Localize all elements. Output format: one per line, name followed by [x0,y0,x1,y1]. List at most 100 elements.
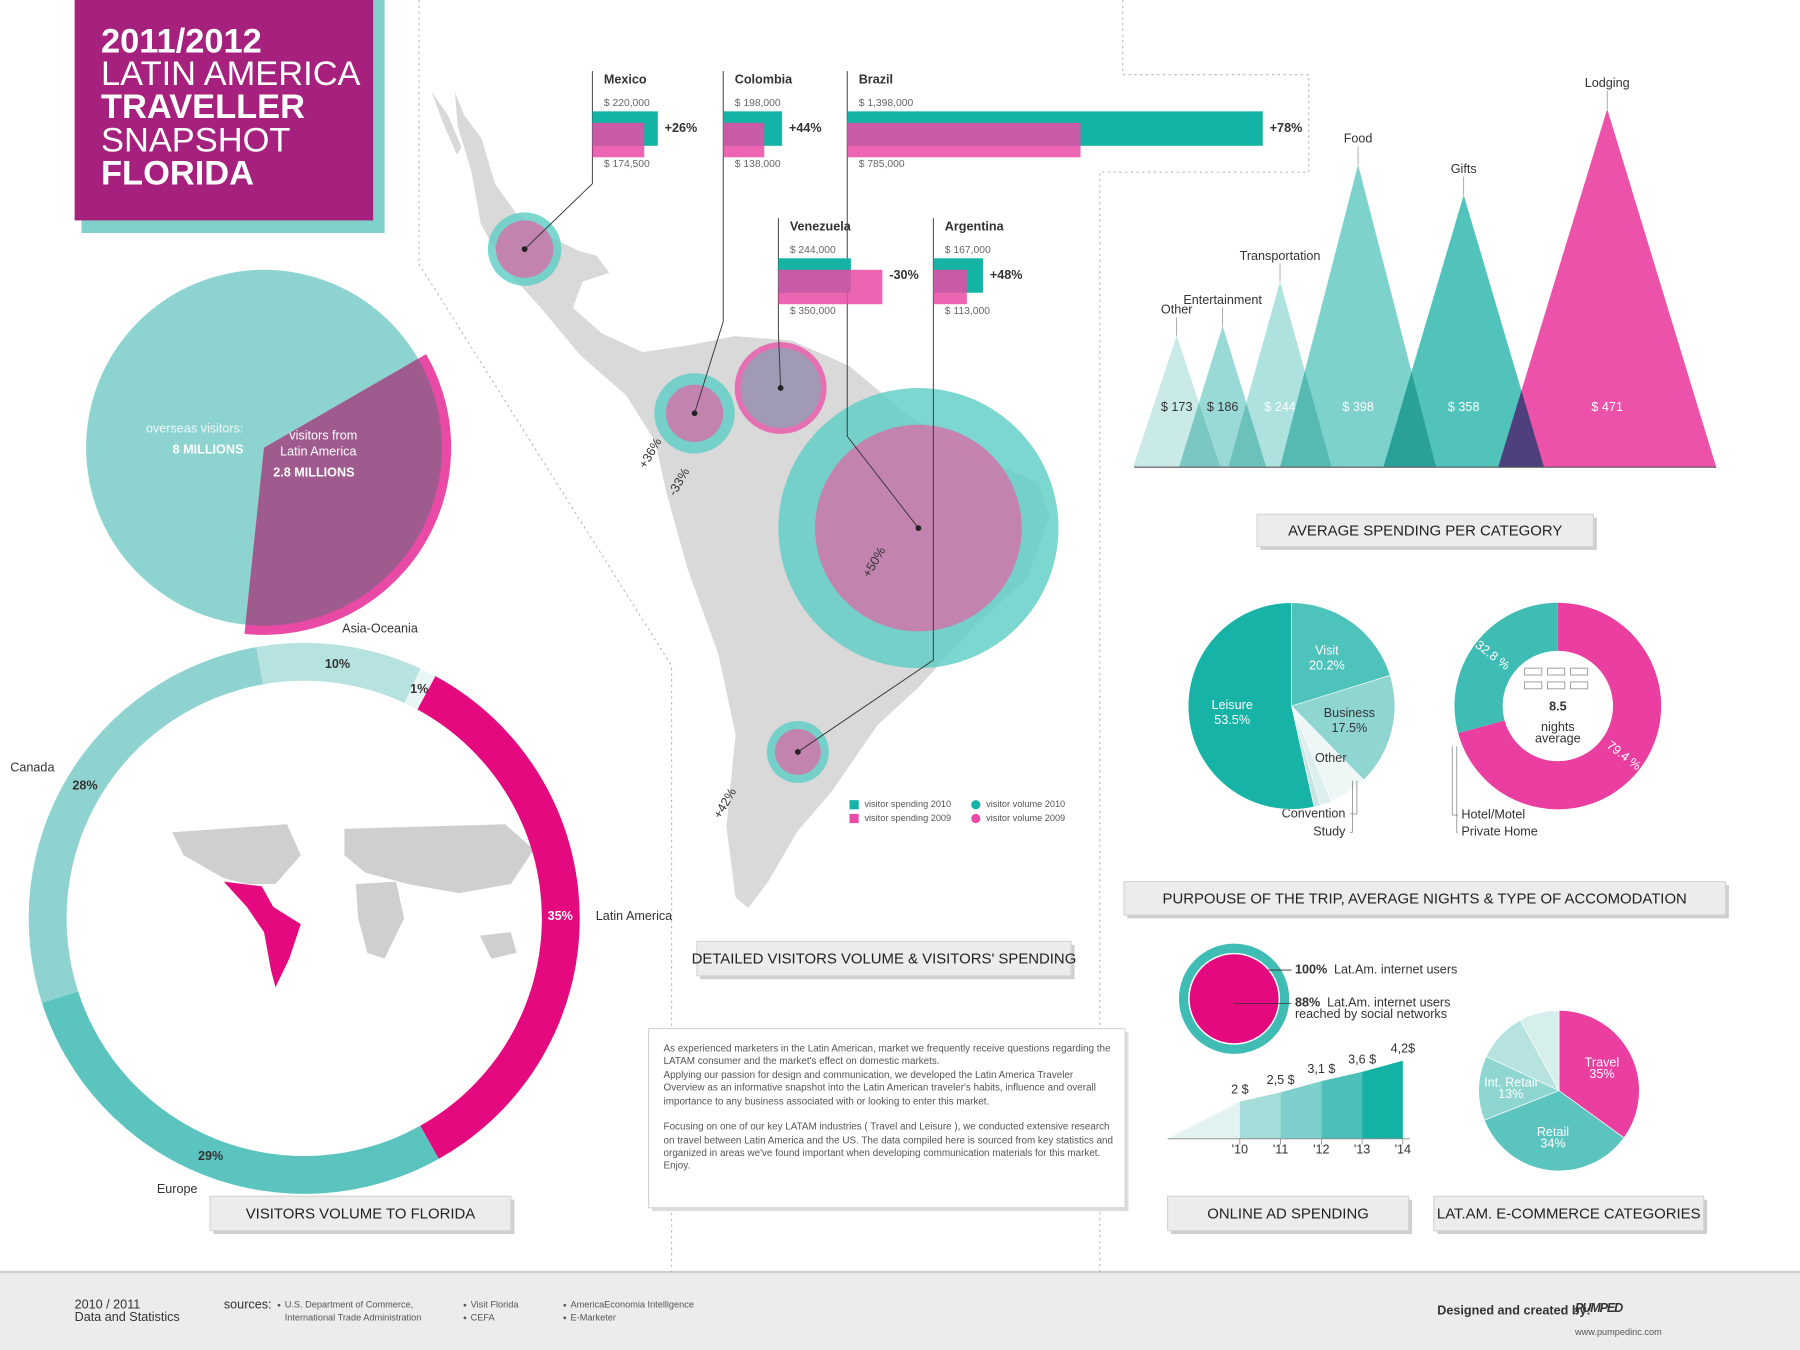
ring-value-label: 29% [198,1149,223,1163]
source: AmericaEconomia Intelligence [571,1300,694,1310]
source: Visit Florida [471,1300,520,1310]
spending-2009-bar [778,269,883,305]
divider [418,0,673,1272]
ring-segment [256,642,421,703]
paragraph: Focusing on one of our key LATAM industr… [663,1120,1114,1172]
source: U.S. Department of Commerce, [285,1300,413,1310]
ecommerce-value: 13% [1498,1087,1523,1101]
spending-change: +48% [990,268,1023,282]
spending-triangle [1383,194,1545,468]
category-label: Lodging [1585,76,1630,90]
purpose-value: 20.2% [1309,658,1345,672]
ecommerce-category: Retail [1537,1125,1569,1139]
internet-text: reached by social networks [1295,1007,1447,1021]
ad-value-label: 3,6 $ [1348,1053,1376,1067]
category-label: Other [1161,303,1193,317]
country-name: Brazil [859,73,893,87]
north-america [172,824,301,884]
legend-label: visitor volume 2010 [986,799,1065,809]
header-line: LATIN AMERICA [101,55,361,93]
ring-name: Latin America [596,909,673,923]
section-title-box [696,940,1072,977]
ecommerce-slice [1558,1009,1640,1139]
purpose-slice [1290,674,1396,781]
value-label: $ 398 [1342,400,1374,414]
source: International Trade Administration [285,1312,422,1322]
header-line: FLORIDA [101,155,254,193]
bullet [463,1303,467,1307]
ecommerce-value: 34% [1540,1137,1565,1151]
about-text: As experienced marketers in the Latin Am… [664,1042,1114,1173]
ad-value-label: 4,2$ [1391,1042,1416,1056]
bed-icon [1547,667,1566,676]
nights-number: 8.5 [1549,699,1567,713]
internet-circle [1189,954,1279,1044]
leader-line [846,71,919,529]
ad-value-label: 2,5 $ [1267,1073,1295,1087]
bullet [563,1316,567,1320]
latam-total: 2.8 MILLIONS [273,465,354,479]
purpose-label: Leisure [1211,698,1252,712]
purpose-label: Other [1315,751,1347,765]
accommodation-leader [1451,746,1458,816]
ad-segment [1321,1071,1363,1139]
bed-icon [1570,681,1589,690]
ring-value-label: 1% [410,682,428,696]
value-label: $ 186 [1207,400,1239,414]
leader-line [524,71,593,250]
spending-change: +78% [1270,121,1303,135]
spending-change: +26% [665,121,698,135]
ad-value-label: 2 $ [1231,1082,1249,1096]
accommodation-segment [1458,602,1662,810]
bullet [463,1316,467,1320]
bullet [277,1303,281,1307]
internet-circle [1178,943,1290,1054]
section-title: DETAILED VISITORS VOLUME & VISITORS' SPE… [692,951,1077,968]
purpose-label: Study [1313,825,1346,839]
sources-label: sources: [224,1298,272,1312]
spending-2009-bar [847,122,1081,158]
spending-2010-label: $ 244,000 [790,245,836,256]
spending-2009-bar [933,269,967,305]
ecommerce-slice [1483,1090,1625,1172]
ad-segment [1280,1081,1322,1139]
purpose-value: 17.5% [1331,721,1367,735]
spending-2010-label: $ 220,000 [604,98,650,109]
bubble-center [777,385,784,391]
africa [355,881,405,959]
australia [479,932,517,959]
ring-name: Canada [10,760,55,774]
footer-period: 2010 / 2011 [75,1298,141,1312]
brand: PUMPED [1575,1301,1623,1315]
overseas-caption: overseas visitors: [146,422,243,436]
ring-segment [41,991,439,1194]
baja-peninsula [431,91,462,155]
country-name: Colombia [735,73,793,87]
country-name: Mexico [604,73,647,87]
internet-share: 88% [1295,996,1320,1010]
world-map [172,824,534,988]
x-tick-label: '11 [1273,1143,1289,1157]
header-line: TRAVELLER [101,88,305,126]
latin-america-highlight [223,881,301,988]
source: E-Marketer [571,1312,616,1322]
country-name: Argentina [945,220,1005,234]
nights-caption: average [1535,732,1581,746]
bed-icon [1524,681,1543,690]
section-title-box [209,1195,512,1232]
internet-text: Lat.Am. internet users [1334,962,1457,976]
latam-slice [245,358,442,626]
overseas-total: 8 MILLIONS [173,442,244,456]
header-line: SNAPSHOT [101,121,290,159]
category-label: Gifts [1451,162,1477,176]
accommodation-leader [1456,746,1458,833]
about-frame [648,1028,1126,1209]
spending-2009-label: $ 138,000 [735,159,781,170]
bullet [563,1303,567,1307]
spending-2009-bar [592,122,645,158]
purpose-leader [1350,780,1353,833]
bed-icon [1547,681,1566,690]
